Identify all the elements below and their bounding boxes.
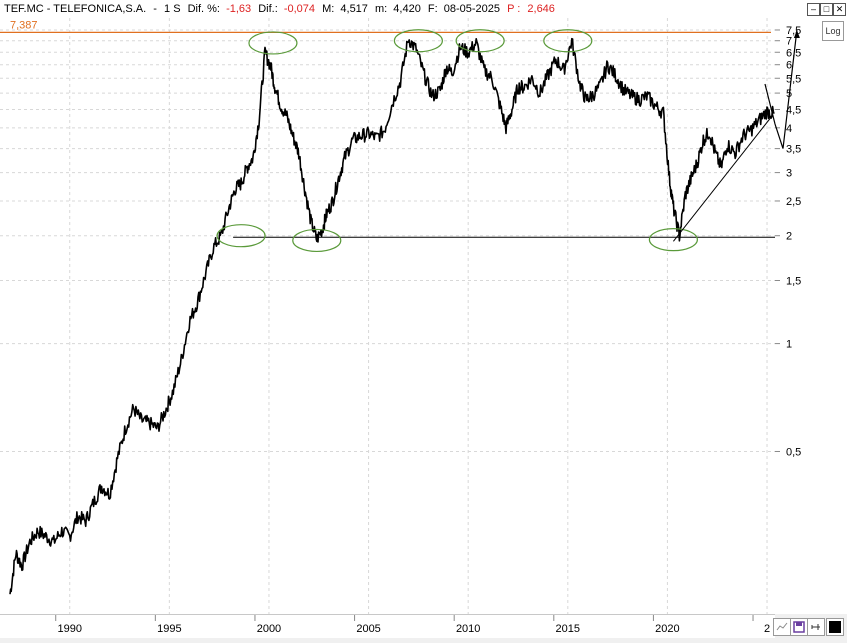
highlight-ellipse [216,224,266,248]
y-tick-label: 2 [786,231,792,243]
timeframe[interactable]: 1 S [164,3,181,15]
x-tick-label: 2020 [655,623,679,635]
y-tick-label: 1,5 [786,275,801,287]
y-tick-label: 7 [786,36,792,48]
minimize-button[interactable]: – [807,3,820,16]
y-axis: 7,5 7 6,5 6 5,5 5 4,5 4 3,5 3 2,5 2 1,5 1 0,5 [764,18,847,614]
x-tick-label: 2000 [257,623,281,635]
resistance-label: 7,387 [10,19,38,31]
y-axis-svg: 7,576,565,554,543,532,521,510,5 [764,25,801,458]
y-tick-label: 3 [786,168,792,180]
trendline [673,114,774,242]
price-chart: 7,387 [0,18,798,614]
x-tick-label: 1995 [157,623,181,635]
highlight-ellipse [648,228,698,252]
pin-icon[interactable] [807,618,825,636]
plot-area[interactable]: 7,387 [0,18,798,614]
price-series-line [9,37,775,595]
date-label: F: [427,3,438,15]
y-tick-label: 5,5 [786,73,801,85]
min-label: m: [374,3,388,15]
dif-pct-value: -1,63 [226,3,252,15]
close-button[interactable]: ✕ [833,3,846,16]
log-scale-button[interactable]: Log [822,21,844,41]
y-tick-label: 6 [786,60,792,72]
x-axis: 1990 1995 2000 2005 2010 2015 2020 2 [0,614,775,638]
highlight-ellipse [292,228,342,253]
price-value: 2,646 [527,3,555,15]
projection-path [764,29,798,149]
x-tick-label: 2010 [456,623,480,635]
y-tick-label: 2,5 [786,196,801,208]
dash-separator: - [153,3,157,15]
title-bar: TEF.MC - TELEFONICA,S.A. - 1 S Dif. %: -… [0,0,847,19]
x-tick-label: 1990 [57,623,81,635]
save-icon[interactable] [790,618,808,636]
highlight-ellipse [543,29,593,53]
max-value: 4,517 [340,3,368,15]
x-axis-svg: 1990 1995 2000 2005 2010 2015 2020 2 [55,615,770,635]
y-tick-label: 1 [786,339,792,351]
projection-arrowhead [793,29,800,38]
x-tick-label: 2015 [556,623,580,635]
dif-pct-label: Dif. %: [187,3,220,15]
x-tick-label: 2005 [356,623,380,635]
maximize-button[interactable]: □ [820,3,833,16]
symbol-name: TEF.MC - TELEFONICA,S.A. [4,3,147,15]
price-label: P : [507,3,521,15]
dif-value: -0,074 [283,3,316,15]
max-label: M: [322,3,335,15]
y-tick-label: 3,5 [786,144,801,156]
color-swatch-icon[interactable] [826,618,844,636]
dif-label: Dif.: [258,3,278,15]
highlight-ellipse [393,29,443,53]
date-value: 08-05-2025 [443,3,500,15]
chart-type-icon[interactable] [773,618,791,636]
y-tick-label: 4,5 [786,104,801,116]
x-tick-label: 2 [764,623,770,635]
min-value: 4,420 [393,3,421,15]
highlight-ellipse [455,29,505,53]
y-tick-label: 4 [786,123,792,135]
y-tick-label: 0,5 [786,446,801,458]
highlight-ellipse [248,31,298,55]
